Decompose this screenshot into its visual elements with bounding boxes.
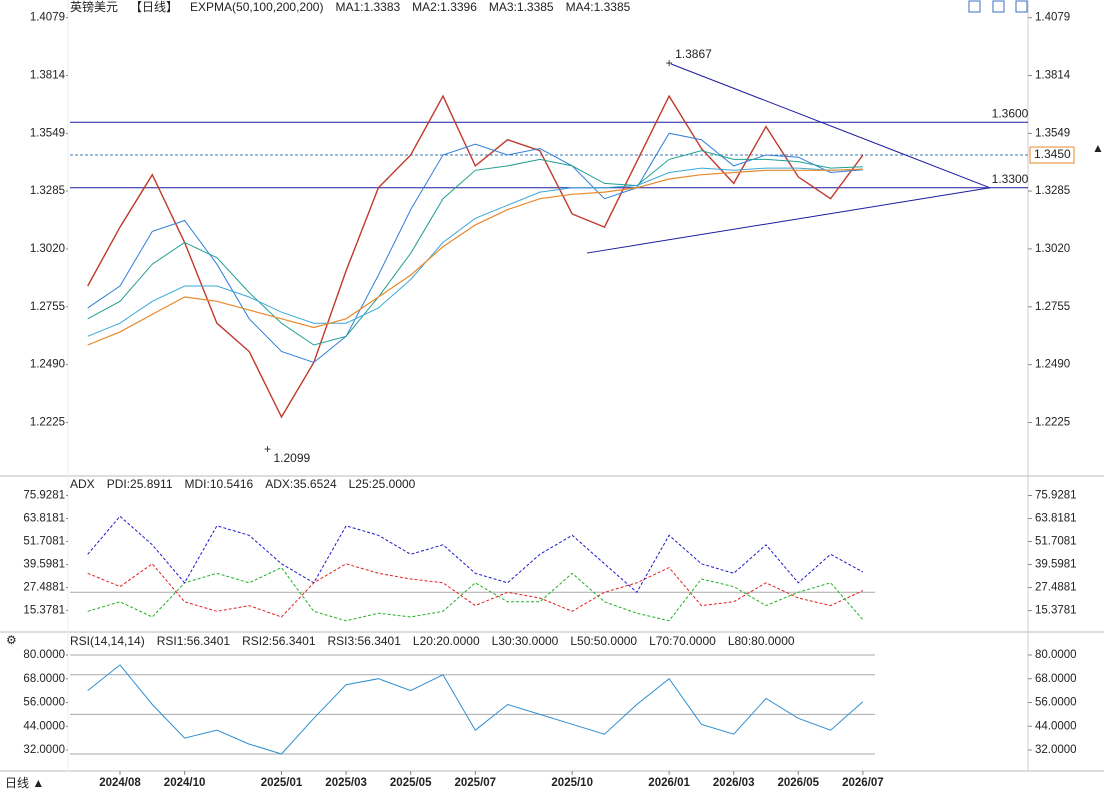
toolbar-icons[interactable] <box>968 0 1028 13</box>
last-price-arrow: ▲ <box>1092 141 1104 155</box>
y-tick-label: 1.4079 <box>30 12 65 24</box>
y-tick-label: 63.8181 <box>1035 513 1077 525</box>
high-marker: + <box>666 56 673 70</box>
icon[interactable] <box>1015 0 1028 13</box>
y-tick-label: 15.3781 <box>23 605 65 617</box>
y-tick-label: 1.3285 <box>30 185 65 197</box>
y-tick-label: 56.0000 <box>1035 697 1077 709</box>
y-tick-label: 1.2225 <box>30 417 65 429</box>
legend-entry: EXPMA(50,100,200,200) <box>190 0 323 14</box>
x-tick-label: 2025/10 <box>551 777 593 789</box>
y-tick-label: 51.7081 <box>1035 536 1077 548</box>
trendline <box>586 187 991 254</box>
y-tick-label: 39.5981 <box>23 559 65 571</box>
legend-entry: RSI3:56.3401 <box>328 634 402 648</box>
y-tick-label: 1.4079 <box>1035 12 1070 24</box>
legend-entry: MA2:1.3396 <box>412 0 477 14</box>
legend-entry: PDI:25.8911 <box>107 477 173 491</box>
series-line <box>87 94 864 419</box>
y-tick-label: 75.9281 <box>23 490 65 502</box>
y-tick-label: 1.3285 <box>1035 185 1070 197</box>
y-tick-label: 1.3549 <box>30 127 65 139</box>
y-tick-label: 1.3814 <box>30 70 66 82</box>
y-tick-label: 27.4881 <box>1035 582 1077 594</box>
icon[interactable] <box>968 0 981 13</box>
y-tick-label: 1.3020 <box>30 243 65 255</box>
y-tick-label: 1.3814 <box>1035 70 1071 82</box>
last-price-label: 1.3450 <box>1034 147 1071 161</box>
y-tick-label: 80.0000 <box>23 649 65 661</box>
x-tick-label: 2025/03 <box>325 777 367 789</box>
legend-entry: L70:70.0000 <box>649 634 716 648</box>
legend-entry: 【日线】 <box>130 0 178 14</box>
y-tick-label: 68.0000 <box>1035 673 1077 685</box>
y-tick-label: 1.2755 <box>1035 301 1070 313</box>
x-tick-label: 2024/10 <box>164 777 206 789</box>
horizontal-line-label: 1.3600 <box>992 106 1029 120</box>
settings-icon[interactable]: ⚙ <box>6 633 17 647</box>
x-tick-label: 2024/08 <box>99 777 141 789</box>
period-button[interactable]: 日线 ▲ <box>5 776 44 790</box>
legend-entry: 英镑美元 <box>70 0 118 14</box>
series-line <box>87 167 863 337</box>
y-tick-label: 80.0000 <box>1035 649 1077 661</box>
legend-entry: MA3:1.3385 <box>489 0 554 14</box>
legend-entry: L50:50.0000 <box>570 634 637 648</box>
y-tick-label: 44.0000 <box>1035 720 1077 732</box>
y-tick-label: 15.3781 <box>1035 605 1077 617</box>
series-line <box>87 168 863 346</box>
series-line <box>87 566 864 622</box>
x-tick-label: 2025/07 <box>455 777 497 789</box>
legend-entry: L25:25.0000 <box>349 477 416 491</box>
last-price-box <box>1029 146 1075 164</box>
x-tick-label: 2026/03 <box>713 777 755 789</box>
y-tick-label: 63.8181 <box>23 513 65 525</box>
y-tick-label: 68.0000 <box>23 673 65 685</box>
high-label: 1.3867 <box>675 47 712 61</box>
y-tick-label: 75.9281 <box>1035 490 1077 502</box>
y-tick-label: 1.2490 <box>30 359 65 371</box>
y-tick-label: 1.2755 <box>30 301 65 313</box>
y-tick-label: 44.0000 <box>23 720 65 732</box>
x-tick-label: 2025/05 <box>390 777 432 789</box>
legend-entry: MDI:10.5416 <box>185 477 254 491</box>
series-line <box>87 515 864 594</box>
trendline <box>670 63 991 189</box>
series-line <box>87 664 864 755</box>
series-line <box>87 150 863 346</box>
legend-entry: RSI2:56.3401 <box>242 634 316 648</box>
y-tick-label: 1.3020 <box>1035 243 1070 255</box>
legend-entry: RSI(14,14,14) <box>70 634 145 648</box>
legend-entry: MA4:1.3385 <box>566 0 631 14</box>
y-tick-label: 27.4881 <box>23 582 65 594</box>
legend-entry: L80:80.0000 <box>728 634 795 648</box>
y-tick-label: 32.0000 <box>1035 744 1077 756</box>
legend-entry: ADX:35.6524 <box>265 477 337 491</box>
y-tick-label: 56.0000 <box>23 697 65 709</box>
legend-entry: MA1:1.3383 <box>335 0 400 14</box>
y-tick-label: 1.2225 <box>1035 417 1070 429</box>
y-tick-label: 1.2490 <box>1035 359 1070 371</box>
y-tick-label: 1.3549 <box>1035 127 1070 139</box>
series-line <box>87 132 863 364</box>
legend-entry: RSI1:56.3401 <box>157 634 231 648</box>
icon[interactable] <box>992 0 1005 13</box>
x-tick-label: 2026/07 <box>842 777 884 789</box>
x-tick-label: 2025/01 <box>261 777 303 789</box>
y-tick-label: 39.5981 <box>1035 559 1077 571</box>
horizontal-line-label: 1.3300 <box>992 172 1029 186</box>
legend-entry: L20:20.0000 <box>413 634 480 648</box>
legend-entry: L30:30.0000 <box>492 634 559 648</box>
x-tick-label: 2026/01 <box>648 777 690 789</box>
legend-entry: ADX <box>70 477 95 491</box>
x-tick-label: 2026/05 <box>778 777 820 789</box>
low-label: 1.2099 <box>274 451 311 465</box>
y-tick-label: 51.7081 <box>23 536 65 548</box>
y-tick-label: 32.0000 <box>23 744 65 756</box>
low-marker: + <box>264 442 271 456</box>
